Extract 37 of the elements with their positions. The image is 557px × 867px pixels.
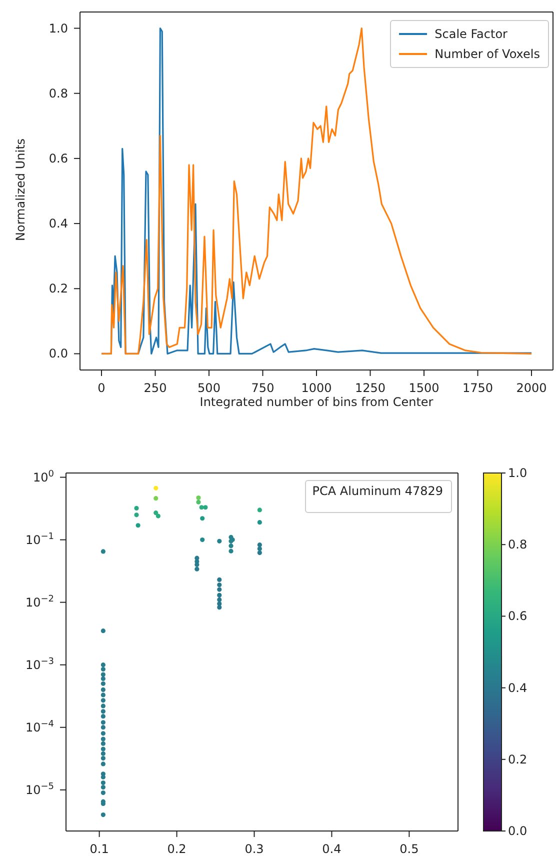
y-tick-label: 10$^{−3}$ (25, 656, 54, 672)
y-tick-label: 10$^{0}$ (32, 469, 54, 484)
color-bar-label: 0.0 (508, 824, 528, 838)
y-tick-label: 0.4 (48, 216, 68, 231)
x-tick-label: 1000 (301, 381, 332, 395)
x-tick-label: 0.1 (90, 842, 109, 856)
color-bar-label: 0.2 (508, 752, 528, 766)
x-tick-label: 0.2 (167, 842, 186, 856)
x-tick-label: 1750 (462, 381, 494, 395)
y-tick-label: 0.2 (48, 282, 68, 296)
y-tick-label: 10$^{−4}$ (25, 719, 54, 734)
color-bar-label: 1.0 (508, 466, 528, 480)
color-bar-label: 0.6 (508, 609, 528, 624)
x-tick-label: 0.5 (400, 842, 419, 856)
x-tick-label: 0.3 (244, 842, 264, 856)
x-tick-label: 750 (251, 381, 274, 395)
legend-label: Number of Voxels (434, 46, 540, 63)
y-tick-label: 0.6 (48, 151, 68, 166)
x-tick-label: 0.4 (322, 842, 342, 856)
x-tick-label: 0 (98, 381, 106, 395)
y-tick-label: 0.0 (48, 346, 68, 361)
x-tick-label: 1500 (408, 381, 440, 395)
y-tick-label: 0.8 (48, 86, 68, 100)
x-axis-title: Integrated number of bins from Center (200, 395, 434, 409)
x-tick-label: 250 (144, 381, 167, 395)
x-tick-label: 500 (198, 381, 220, 395)
y-tick-label: 10$^{−1}$ (25, 532, 54, 547)
color-bar-label: 0.4 (508, 680, 528, 695)
legend-label: Scale Factor (434, 26, 508, 43)
legend-title: PCA Aluminum 47829 (305, 480, 452, 513)
x-tick-label: 1250 (354, 381, 386, 395)
x-tick-label: 2000 (516, 381, 547, 395)
y-tick-label: 1.0 (48, 21, 68, 36)
y-axis-title: Normalized Units (13, 138, 28, 241)
y-tick-label: 10$^{−5}$ (25, 782, 54, 797)
color-bar-label: 0.8 (508, 538, 528, 552)
y-tick-label: 10$^{−2}$ (25, 594, 54, 610)
